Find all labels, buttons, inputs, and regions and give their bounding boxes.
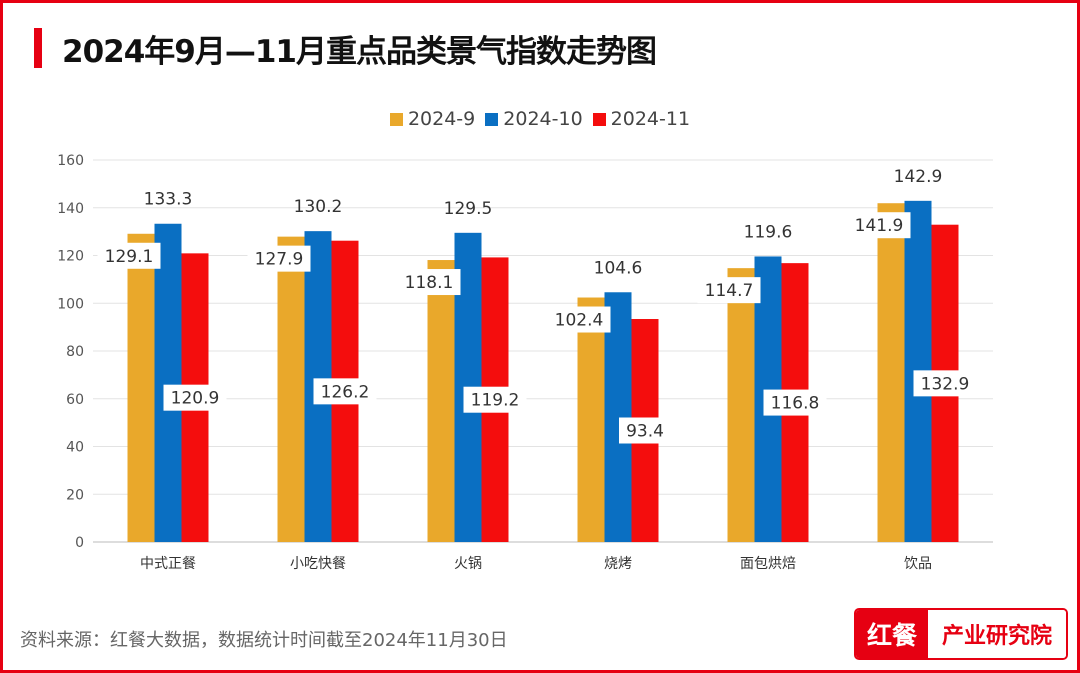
title-accent-bar <box>34 28 42 68</box>
data-label-bg <box>97 242 161 269</box>
data-label: 119.6 <box>744 222 793 242</box>
data-label-bg <box>697 277 761 304</box>
data-label: 126.2 <box>321 382 370 402</box>
data-label: 142.9 <box>894 167 943 187</box>
data-label: 127.9 <box>255 250 304 270</box>
data-label: 129.1 <box>105 247 154 267</box>
y-tick-label: 80 <box>66 344 84 360</box>
source-note: 资料来源：红餐大数据，数据统计时间截至2024年11月30日 <box>20 630 508 651</box>
data-label: 116.8 <box>771 394 820 414</box>
logo-right: 产业研究院 <box>928 610 1066 658</box>
data-label-bg <box>247 245 311 272</box>
legend-label: 2024-10 <box>503 108 583 130</box>
x-tick-label: 火锅 <box>454 556 482 572</box>
bar-2024-9 <box>727 268 755 542</box>
legend-swatch <box>389 112 403 126</box>
data-label: 114.7 <box>705 281 754 301</box>
y-tick-label: 20 <box>66 487 84 503</box>
bar-2024-9 <box>427 260 455 542</box>
y-tick-label: 60 <box>66 392 84 408</box>
y-tick-label: 120 <box>57 249 84 265</box>
data-label: 129.5 <box>444 199 493 219</box>
chart-title: 2024年9月—11月重点品类景气指数走势图 <box>62 34 657 70</box>
data-label: 130.2 <box>294 197 343 217</box>
data-label: 102.4 <box>555 311 604 331</box>
data-label: 132.9 <box>921 374 970 394</box>
legend-label: 2024-9 <box>407 108 476 130</box>
bar-2024-9 <box>127 233 155 542</box>
data-label-bg <box>397 269 461 296</box>
data-label: 118.1 <box>405 273 454 293</box>
data-label: 141.9 <box>855 216 904 236</box>
data-label-bg <box>619 417 671 444</box>
data-label-bg <box>847 212 911 239</box>
legend-swatch <box>485 112 499 126</box>
bar-2024-9 <box>877 203 905 542</box>
legend-item: 2024-9 <box>389 108 476 130</box>
legend-swatch <box>592 112 606 126</box>
y-tick-label: 0 <box>75 535 84 551</box>
bar-2024-10 <box>604 292 632 542</box>
data-label: 93.4 <box>626 422 664 442</box>
x-tick-label: 小吃快餐 <box>290 556 346 572</box>
legend-item: 2024-11 <box>592 108 691 130</box>
y-tick-label: 40 <box>66 440 84 456</box>
logo: 红餐 产业研究院 <box>854 608 1068 660</box>
data-label: 104.6 <box>594 258 643 278</box>
y-tick-label: 100 <box>57 296 84 312</box>
data-label: 120.9 <box>171 389 220 409</box>
bar-2024-9 <box>577 297 605 542</box>
x-tick-label: 饮品 <box>904 556 932 572</box>
data-label-bg <box>763 389 827 416</box>
data-label-bg <box>163 384 227 411</box>
legend-label: 2024-11 <box>610 108 691 130</box>
logo-left: 红餐 <box>856 610 928 658</box>
bar-2024-10 <box>154 223 182 542</box>
legend: 2024-9 2024-10 2024-11 <box>0 108 1080 130</box>
x-tick-label: 面包烘焙 <box>740 556 796 572</box>
data-label-bg <box>313 378 377 405</box>
bar-2024-9 <box>277 236 305 543</box>
data-label-bg <box>913 370 977 397</box>
data-label-bg <box>463 386 527 413</box>
y-tick-label: 160 <box>57 153 84 169</box>
y-tick-label: 140 <box>57 201 84 217</box>
data-label-bg <box>547 306 611 333</box>
data-label: 119.2 <box>471 391 520 411</box>
data-label: 133.3 <box>144 190 193 210</box>
x-tick-label: 中式正餐 <box>140 556 196 572</box>
legend-item: 2024-10 <box>485 108 583 130</box>
x-tick-label: 烧烤 <box>604 556 632 572</box>
